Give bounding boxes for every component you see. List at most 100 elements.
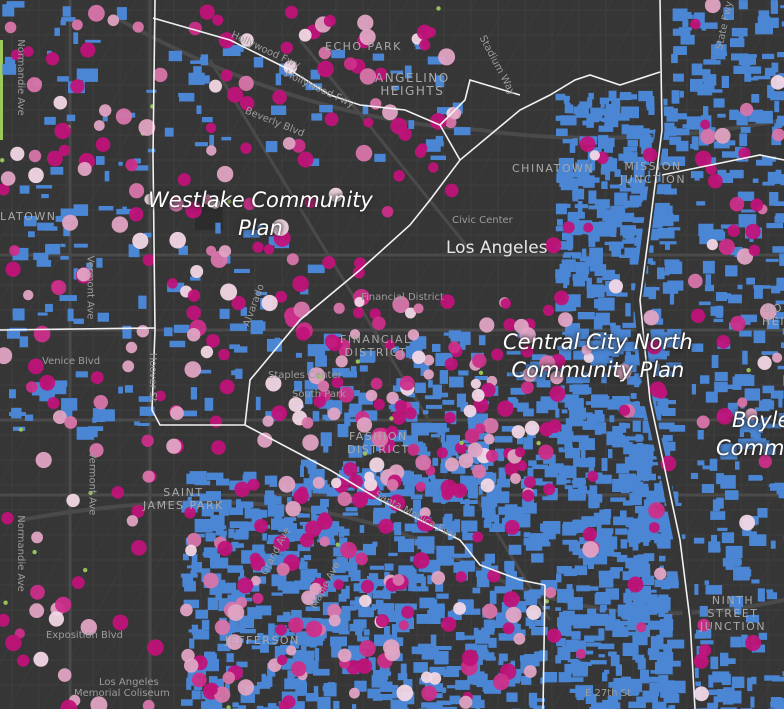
parcel [667, 698, 674, 703]
westlake-boundary [151, 0, 546, 586]
parcel [124, 385, 133, 393]
parcel [578, 438, 595, 451]
data-point [71, 576, 85, 589]
parcel [583, 372, 590, 383]
parcel [415, 573, 424, 583]
parcel [599, 223, 604, 236]
data-point [129, 183, 145, 199]
parcel [599, 577, 614, 588]
parcel [37, 312, 48, 316]
data-point [421, 685, 438, 702]
data-point [107, 14, 120, 27]
plan-label-westlake[interactable]: Westlake Community Plan [148, 186, 373, 242]
parcel [498, 506, 506, 515]
parcel [256, 291, 268, 296]
parcel [620, 225, 636, 236]
parcel [300, 645, 307, 653]
parcel [104, 170, 110, 182]
parcel [588, 555, 594, 569]
parcel [183, 599, 200, 609]
data-point [17, 654, 30, 667]
parcel [261, 673, 266, 684]
street-line [0, 0, 307, 544]
parcel [634, 401, 639, 414]
data-point [144, 193, 156, 205]
parcel [775, 300, 784, 305]
parcel [633, 164, 645, 178]
parcel [312, 411, 320, 422]
parcel [758, 10, 770, 19]
parcel [621, 124, 629, 135]
parcel [484, 513, 491, 527]
data-point [57, 668, 72, 682]
parcel [481, 496, 498, 508]
parcel [711, 44, 727, 56]
parcel [621, 615, 629, 619]
parcel [179, 96, 195, 102]
data-point [77, 162, 92, 176]
parcel [589, 485, 598, 499]
parcel [102, 409, 115, 422]
parcel [639, 135, 652, 148]
parcel [662, 680, 675, 695]
parcel [590, 660, 607, 665]
data-point [111, 216, 129, 233]
data-point [697, 618, 711, 632]
data-point [308, 367, 326, 385]
street-label-line: Los Angeles [98, 677, 159, 688]
data-point [351, 491, 369, 508]
parcel [670, 705, 675, 709]
parcel [191, 554, 198, 565]
plan-label-central-city-north[interactable]: Central City North Community Plan [503, 328, 693, 384]
parcel [222, 48, 241, 56]
data-point [115, 108, 132, 125]
parcel [540, 525, 546, 532]
parcel [349, 403, 362, 411]
parcel [776, 490, 784, 495]
parcel [212, 558, 219, 569]
parcel [668, 205, 673, 217]
parcel [713, 141, 730, 149]
parcel [707, 702, 718, 709]
data-point [737, 397, 748, 408]
parcel [571, 253, 582, 259]
parcel [187, 504, 197, 509]
data-point [212, 14, 224, 26]
parcel [435, 135, 444, 145]
parcel [236, 499, 241, 511]
data-point [444, 183, 459, 198]
street-label-coliseum: Los Angeles Memorial Coliseum [74, 677, 170, 699]
parcel [190, 276, 201, 281]
data-point [313, 395, 327, 408]
parcel [306, 481, 312, 487]
parcel [208, 676, 218, 686]
boyle-heights-boundary [661, 154, 784, 176]
parcel [661, 408, 676, 416]
parcel [420, 542, 431, 550]
parcel [672, 8, 688, 22]
data-point [704, 0, 721, 14]
data-point [240, 96, 255, 111]
parcel [437, 432, 443, 436]
parcel [571, 480, 587, 484]
parcel [498, 456, 504, 462]
data-point [423, 369, 434, 380]
parcel [746, 277, 755, 285]
parcel [766, 589, 774, 593]
parcel [582, 175, 595, 188]
parcel [419, 597, 436, 609]
data-point [349, 687, 360, 699]
parcel [494, 436, 513, 443]
parcel [621, 333, 628, 342]
data-point [53, 410, 67, 424]
plan-label-boyle-heights[interactable]: Boyle Comm [716, 406, 784, 462]
data-point [70, 79, 85, 94]
parcel [495, 448, 505, 461]
parcel [716, 292, 728, 301]
data-point [648, 522, 660, 533]
data-point [375, 614, 390, 628]
parcel [428, 683, 443, 692]
parcel [436, 555, 452, 566]
parcel [240, 501, 254, 508]
